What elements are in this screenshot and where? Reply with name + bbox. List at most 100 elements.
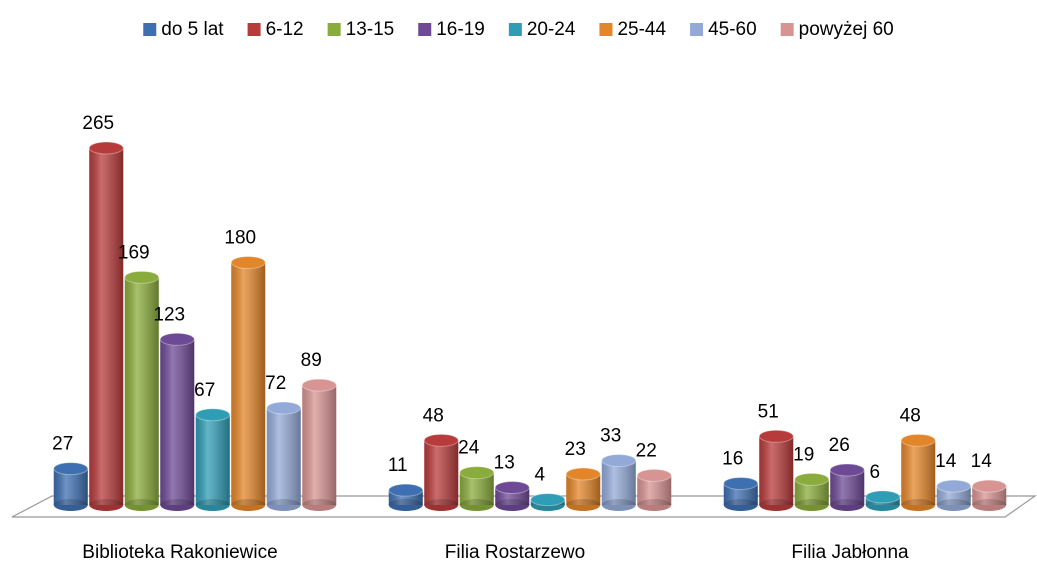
data-label: 265 — [82, 113, 114, 134]
legend-swatch — [143, 23, 157, 36]
data-label: 14 — [971, 451, 993, 472]
bar-base-shade — [160, 499, 195, 511]
legend-label: 13-15 — [346, 19, 395, 40]
bar — [230, 256, 266, 511]
bar — [530, 493, 566, 511]
bar-top — [900, 433, 936, 447]
legend: do 5 lat 6-12 13-15 16-19 20-24 25-44 45-60 pow… — [143, 19, 894, 40]
bar-base-shade — [388, 499, 423, 511]
bar-base-shade — [723, 499, 758, 511]
bar — [301, 378, 337, 511]
bar-body-shade — [89, 148, 124, 505]
bar-top — [459, 466, 495, 480]
x-tick-label: Filia Jabłonna — [791, 542, 909, 563]
bar-top — [565, 467, 601, 481]
legend-label: 6-12 — [266, 19, 304, 40]
data-label: 14 — [935, 451, 957, 472]
bar-body-shade — [302, 385, 337, 505]
bar-top — [494, 480, 530, 494]
data-label: 169 — [118, 242, 150, 263]
data-label: 48 — [423, 405, 444, 426]
bar-top — [159, 332, 195, 346]
bar-body-shade — [424, 440, 459, 505]
x-tick-label: Biblioteka Rakoniewice — [82, 542, 277, 563]
bar-top — [230, 256, 266, 270]
bar-top — [530, 493, 566, 507]
bar — [829, 463, 865, 511]
bar-base-shade — [566, 499, 601, 511]
bar-base-shade — [195, 499, 230, 511]
data-label: 72 — [265, 373, 286, 394]
bar — [159, 332, 195, 511]
x-tick-label: Filia Rostarzewo — [445, 542, 585, 563]
data-label: 26 — [829, 435, 850, 456]
bar — [565, 467, 601, 511]
bar — [794, 472, 830, 511]
data-label: 19 — [793, 444, 814, 465]
data-label: 51 — [758, 401, 779, 422]
bar — [601, 454, 637, 511]
bar — [266, 401, 302, 511]
legend-swatch — [327, 23, 341, 36]
bar-top — [865, 490, 901, 504]
bar-base-shade — [424, 499, 459, 511]
bar — [636, 468, 672, 511]
legend-swatch — [690, 23, 704, 36]
data-label: 4 — [534, 465, 545, 486]
bar-base-shade — [972, 499, 1007, 511]
data-label: 6 — [869, 462, 880, 483]
legend-swatch — [780, 23, 794, 36]
bar-top — [266, 401, 302, 415]
bar-base-shade — [124, 499, 159, 511]
bar-body-shade — [124, 277, 159, 505]
data-label: 11 — [388, 455, 408, 476]
data-label: 22 — [636, 440, 657, 461]
data-label: 123 — [153, 304, 185, 325]
bar-body-shade — [759, 436, 794, 505]
bar-top — [794, 472, 830, 486]
bar — [459, 466, 495, 511]
bar — [865, 490, 901, 511]
bar-top — [601, 454, 637, 468]
data-label: 23 — [565, 439, 586, 460]
data-label: 33 — [600, 426, 621, 447]
data-label: 67 — [194, 380, 215, 401]
bar-top — [758, 429, 794, 443]
bar-top — [388, 483, 424, 497]
data-label: 27 — [52, 434, 73, 455]
bar-base-shade — [936, 499, 971, 511]
bar-base-shade — [266, 499, 301, 511]
bar-body-shade — [53, 468, 88, 505]
legend-label: powyżej 60 — [799, 19, 894, 40]
bar-top — [195, 408, 231, 422]
data-label: 16 — [722, 448, 743, 469]
bar-base-shade — [830, 499, 865, 511]
bar-base-shade — [459, 499, 494, 511]
bar — [758, 429, 794, 511]
bar-base-shade — [794, 499, 829, 511]
bar-body-shade — [901, 440, 936, 505]
bar-top — [423, 433, 459, 447]
legend-label: 20-24 — [527, 19, 576, 40]
bar — [388, 483, 424, 511]
bar-base-shade — [759, 499, 794, 511]
bar — [53, 462, 89, 511]
bar-body-shade — [266, 408, 301, 505]
bar-body-shade — [723, 483, 758, 505]
data-label: 180 — [224, 228, 256, 249]
bar-body-shade — [195, 414, 230, 505]
legend-label: 16-19 — [436, 19, 485, 40]
bar — [723, 476, 759, 511]
data-label: 13 — [494, 453, 515, 474]
bar-body-shade — [601, 460, 636, 505]
legend-label: do 5 lat — [161, 19, 224, 40]
legend-swatch — [418, 23, 432, 36]
bar-top — [936, 479, 972, 493]
bar — [936, 479, 972, 511]
bar — [124, 270, 160, 511]
bar-body-shade — [160, 339, 195, 505]
bar — [88, 141, 124, 511]
bar — [423, 433, 459, 511]
legend-swatch — [508, 23, 522, 36]
bar-top — [88, 141, 124, 155]
